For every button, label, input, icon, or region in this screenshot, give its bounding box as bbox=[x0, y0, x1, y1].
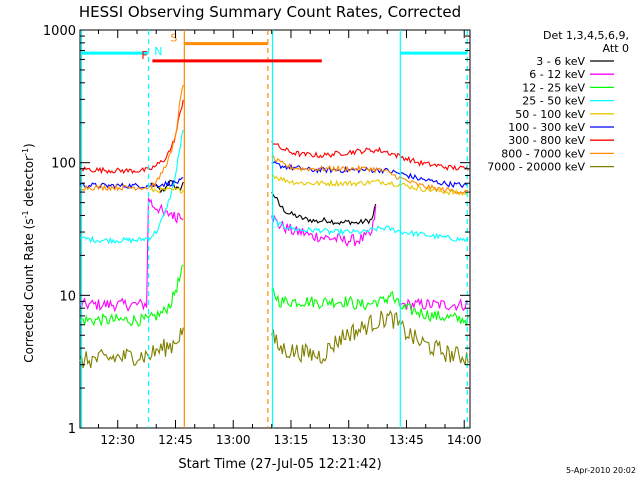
series-line-6 bbox=[79, 160, 469, 190]
legend-label-2: 6 - 12 keV bbox=[529, 68, 585, 81]
x-tick-label-5: 13:30 bbox=[331, 433, 366, 447]
series-line-1 bbox=[150, 179, 377, 226]
interval-bar-label-1: N bbox=[154, 45, 162, 58]
y-tick-label-3: 100 bbox=[51, 157, 76, 172]
interval-bar-label-4: F bbox=[141, 49, 147, 62]
x-tick-label-3: 13:00 bbox=[216, 433, 251, 447]
x-tick-label-2: 12:45 bbox=[158, 433, 193, 447]
plot-frame bbox=[79, 29, 471, 429]
y-axis-label-main: Corrected Count Rate (s bbox=[22, 218, 36, 362]
legend-label-8: 800 - 7000 keV bbox=[501, 147, 585, 160]
series-line-7 bbox=[79, 99, 469, 175]
interval-bars: NS F bbox=[81, 32, 468, 63]
x-axis-label: Start Time (27-Jul-05 12:21:42) bbox=[178, 457, 381, 472]
y-axis-label-group: Corrected Count Rate (s-1 detector-1) bbox=[21, 143, 36, 362]
plot-frame-rect bbox=[79, 29, 471, 429]
legend-label-3: 12 - 25 keV bbox=[522, 81, 585, 94]
chart-title: HESSI Observing Summary Count Rates, Cor… bbox=[79, 3, 461, 21]
series-line-5 bbox=[150, 173, 469, 197]
legend-label-4: 25 - 50 keV bbox=[522, 95, 585, 108]
x-tick-label-6: 13:45 bbox=[389, 433, 424, 447]
x-tick-label-4: 13:15 bbox=[274, 433, 309, 447]
legend-label-5: 50 - 100 keV bbox=[515, 108, 585, 121]
y-tick-label-4: 1000 bbox=[43, 24, 76, 39]
series-line-2 bbox=[79, 197, 469, 313]
series-line-4 bbox=[79, 129, 469, 245]
series-line-3 bbox=[79, 264, 469, 328]
legend-label-9: 7000 - 20000 keV bbox=[487, 161, 585, 174]
vertical-markers bbox=[80, 30, 468, 428]
legend-title-2: Att 0 bbox=[603, 42, 629, 55]
axes: 12:30 12:45 13:00 13:15 13:30 13:45 14:00 1 10 10… bbox=[43, 24, 482, 447]
y-axis-label-sup2: -1 bbox=[21, 148, 30, 156]
y-tick-label-2: 10 bbox=[59, 289, 76, 304]
y-axis-label: Corrected Count Rate (s-1 detector-1) bbox=[21, 143, 36, 362]
y-tick-label-1: 1 bbox=[68, 422, 76, 437]
x-tick-label-1: 12:30 bbox=[100, 433, 135, 447]
series-line-9 bbox=[79, 309, 469, 369]
y-axis-label-sup1: -1 bbox=[21, 210, 30, 218]
legend-title-1: Det 1,3,4,5,6,9, bbox=[543, 29, 629, 42]
x-tick-label-7: 14:00 bbox=[447, 433, 482, 447]
y-axis-label-mid: detector bbox=[22, 156, 36, 211]
interval-bar-label-3: S bbox=[170, 32, 177, 45]
timestamp: 5-Apr-2010 20:02 bbox=[566, 466, 636, 475]
legend-label-1: 3 - 6 keV bbox=[536, 55, 585, 68]
series-line-8 bbox=[79, 84, 469, 195]
series-group bbox=[79, 84, 469, 369]
legend-label-6: 100 - 300 keV bbox=[508, 121, 585, 134]
y-axis-label-end: ) bbox=[22, 143, 36, 148]
legend-label-7: 300 - 800 keV bbox=[508, 134, 585, 147]
